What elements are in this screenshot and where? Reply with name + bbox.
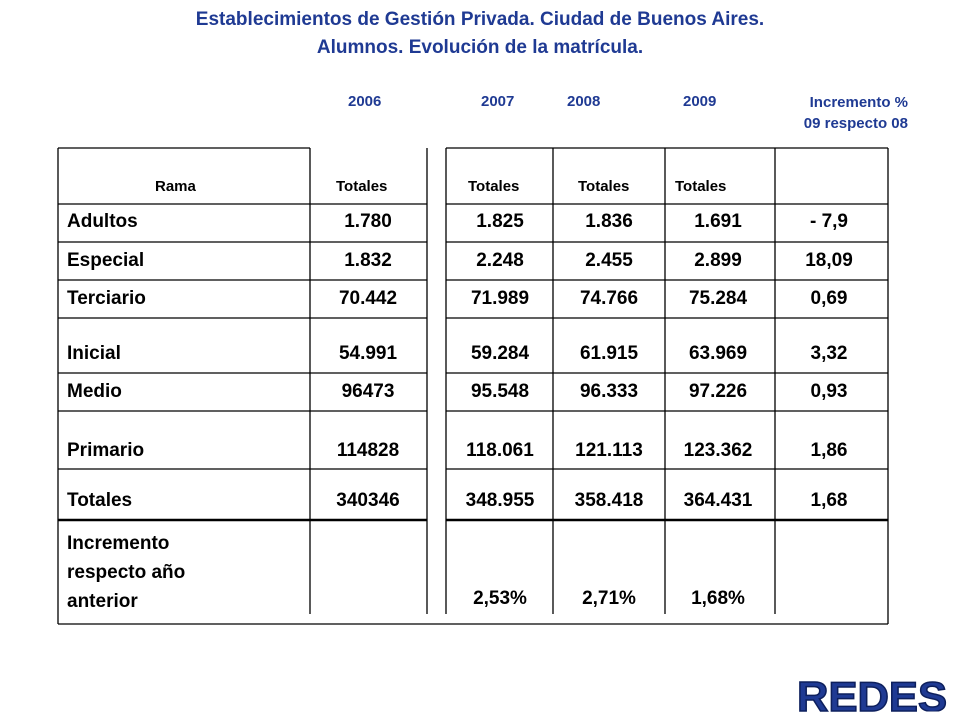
cell-2008: 96.333 <box>579 381 639 402</box>
cell-increment: 18,09 <box>805 250 853 271</box>
cell-2009: 364.431 <box>683 490 753 511</box>
year-label-2006: 2006 <box>348 93 382 110</box>
svg-text:REDES: REDES <box>797 673 947 719</box>
redes-logo: REDES <box>796 673 953 719</box>
increment-cell-2009: 1,68% <box>691 588 745 609</box>
header-totales-2006: Totales <box>336 178 388 195</box>
cell-2006: 1.832 <box>344 250 392 271</box>
header-totales-2007: Totales <box>468 178 520 195</box>
cell-2008: 2.455 <box>585 250 633 271</box>
increment-header: Incremento % 09 respecto 08 <box>760 92 908 134</box>
cell-2006: 70.442 <box>338 288 398 309</box>
increment-cell-2007: 2,53% <box>473 588 527 609</box>
cell-increment: 3,32 <box>810 343 848 364</box>
cell-2008: 121.113 <box>575 440 643 461</box>
cell-increment: 0,93 <box>810 381 848 402</box>
cell-increment: 0,69 <box>810 288 848 309</box>
header-totales-2008: Totales <box>578 178 630 195</box>
row-label: Adultos <box>67 211 138 232</box>
cell-2009: 63.969 <box>688 343 748 364</box>
increment-row-label: Incremento respecto año anterior <box>67 529 185 616</box>
cell-2007: 1.825 <box>476 211 524 232</box>
cell-increment: 1,86 <box>810 440 848 461</box>
cell-2008: 74.766 <box>579 288 639 309</box>
cell-2008: 1.836 <box>585 211 633 232</box>
cell-2008: 358.418 <box>574 490 644 511</box>
header-rama: Rama <box>155 178 196 195</box>
cell-2007: 118.061 <box>466 440 534 461</box>
cell-2009: 1.691 <box>694 211 742 232</box>
cell-2006: 1.780 <box>344 211 392 232</box>
row-label: Primario <box>67 440 145 461</box>
cell-increment: 1,68 <box>810 490 848 511</box>
header-totales-2009: Totales <box>675 178 727 195</box>
cell-2007: 2.248 <box>476 250 524 271</box>
cell-2008: 61.915 <box>579 343 639 364</box>
cell-2006: 114828 <box>336 440 400 461</box>
year-label-2008: 2008 <box>567 93 601 110</box>
row-label: Inicial <box>67 343 121 364</box>
cell-2007: 348.955 <box>465 490 535 511</box>
cell-2006: 340346 <box>336 490 400 511</box>
cell-2009: 75.284 <box>688 288 748 309</box>
cell-2009: 97.226 <box>688 381 748 402</box>
cell-2007: 71.989 <box>470 288 530 309</box>
row-label: Especial <box>67 250 145 271</box>
row-label: Totales <box>67 490 133 511</box>
increment-label-line2: respecto año <box>67 562 186 583</box>
page-subtitle: Alumnos. Evolución de la matrícula. <box>316 37 644 58</box>
cell-2006: 96473 <box>341 381 395 402</box>
cell-2006: 54.991 <box>338 343 398 364</box>
cell-2009: 2.899 <box>694 250 742 271</box>
page-title: Establecimientos de Gestión Privada. Ciu… <box>195 9 765 30</box>
increment-label-line1: Incremento <box>67 533 170 554</box>
cell-2007: 95.548 <box>470 381 530 402</box>
increment-header-line1: Incremento % <box>809 94 908 111</box>
year-label-2009: 2009 <box>683 93 717 110</box>
increment-label-line3: anterior <box>67 591 138 612</box>
cell-increment: - 7,9 <box>809 211 849 232</box>
row-label: Terciario <box>67 288 146 309</box>
increment-header-line2: 09 respecto 08 <box>803 115 908 132</box>
cell-2009: 123.362 <box>683 440 753 461</box>
increment-cell-2008: 2,71% <box>582 588 636 609</box>
row-label: Medio <box>67 381 122 402</box>
year-label-2007: 2007 <box>481 93 515 110</box>
cell-2007: 59.284 <box>470 343 530 364</box>
